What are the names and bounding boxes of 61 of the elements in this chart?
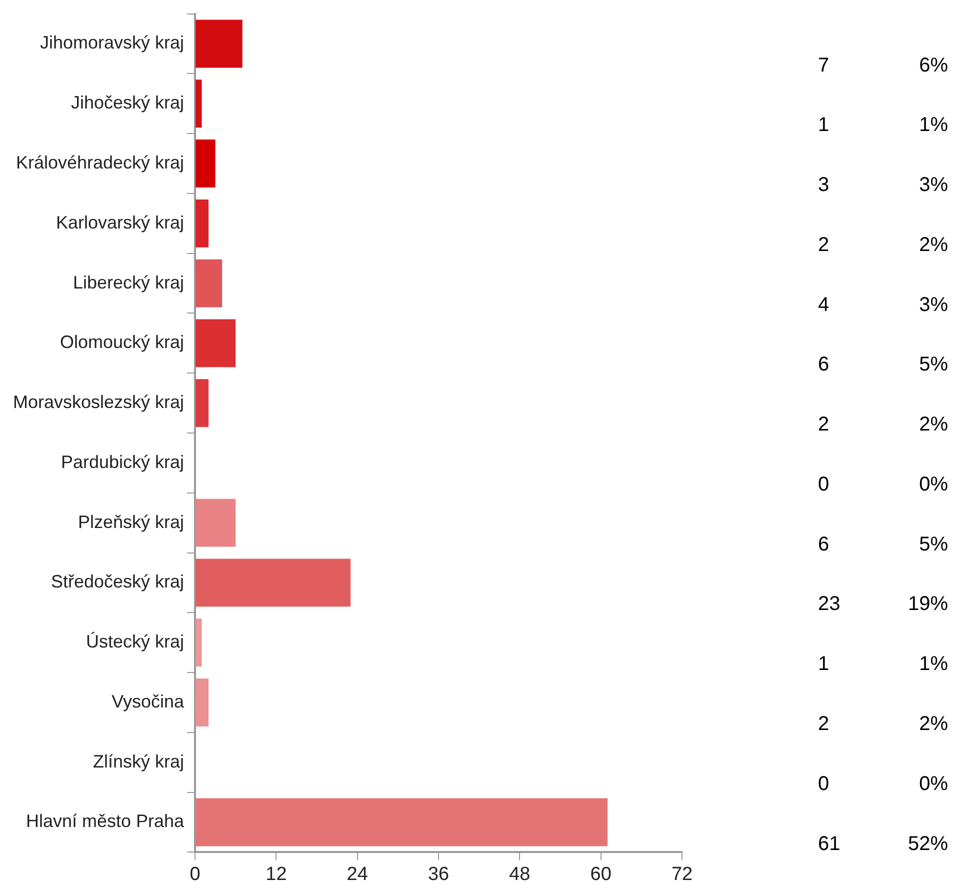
text: 5% [919, 533, 948, 556]
text: 5% [919, 354, 948, 376]
y-tick-label: Jihočeský kraj [70, 92, 184, 113]
bar [196, 80, 202, 128]
x-tick-label: 36 [428, 864, 450, 885]
text: 0 [818, 473, 830, 496]
y-tick-label: Pardubický kraj [60, 452, 184, 472]
y-tick-label: Zlínský kraj [93, 751, 184, 772]
text: 1 [818, 653, 830, 676]
text: 2 [818, 234, 830, 256]
bar [196, 319, 236, 368]
text: 52% [908, 832, 948, 855]
bar [196, 20, 242, 68]
text: 1% [919, 114, 948, 136]
text: 0 [818, 772, 830, 795]
y-tick-label: Vysočina [112, 691, 186, 712]
bar [196, 498, 236, 547]
bar [196, 618, 202, 667]
text: 2 [818, 414, 830, 436]
text: 2% [919, 713, 948, 735]
bar [196, 199, 209, 248]
text: 6 [818, 533, 830, 556]
text: 0% [919, 772, 948, 795]
y-tick-label: Jihomoravský kraj [40, 32, 184, 53]
bar [196, 259, 222, 308]
y-tick-label: Královéhradecký kraj [16, 152, 184, 172]
y-tick-label: Hlavní město Praha [26, 811, 186, 832]
y-tick-label: Liberecký kraj [72, 272, 184, 292]
text: 2% [919, 414, 948, 436]
bar [196, 558, 351, 607]
x-tick-label: 72 [671, 864, 693, 885]
text: 3% [919, 294, 948, 316]
bar [196, 798, 608, 846]
text: 0% [919, 473, 948, 496]
text: 1 [818, 114, 830, 136]
x-tick-label: 0 [190, 864, 200, 885]
bar [196, 678, 209, 726]
text: 2 [818, 713, 830, 735]
text: 23 [818, 593, 840, 616]
text: 6 [818, 354, 830, 376]
x-tick-label: 24 [346, 864, 368, 885]
y-tick-label: Ústecký kraj [86, 632, 184, 652]
text: 1% [919, 653, 948, 676]
y-tick-label: Karlovarský kraj [56, 212, 184, 232]
y-tick-label: Plzeňský kraj [78, 512, 184, 532]
bar [196, 140, 216, 188]
text: 61 [818, 832, 840, 855]
text: 3% [919, 174, 948, 196]
text: 6% [919, 54, 948, 76]
y-tick-label: Středočeský kraj [50, 572, 184, 592]
x-tick-label: 12 [266, 864, 287, 885]
x-tick-label: 48 [509, 864, 530, 885]
y-tick-label: Moravskoslezský kraj [12, 392, 184, 412]
text: 7 [818, 54, 830, 76]
text: 3 [818, 174, 830, 196]
text: 19% [908, 593, 948, 616]
bar [196, 379, 209, 428]
text: 2% [919, 234, 948, 256]
y-tick-label: Olomoucký kraj [60, 332, 184, 352]
x-tick-label: 60 [590, 864, 612, 885]
text: 4 [818, 294, 830, 316]
